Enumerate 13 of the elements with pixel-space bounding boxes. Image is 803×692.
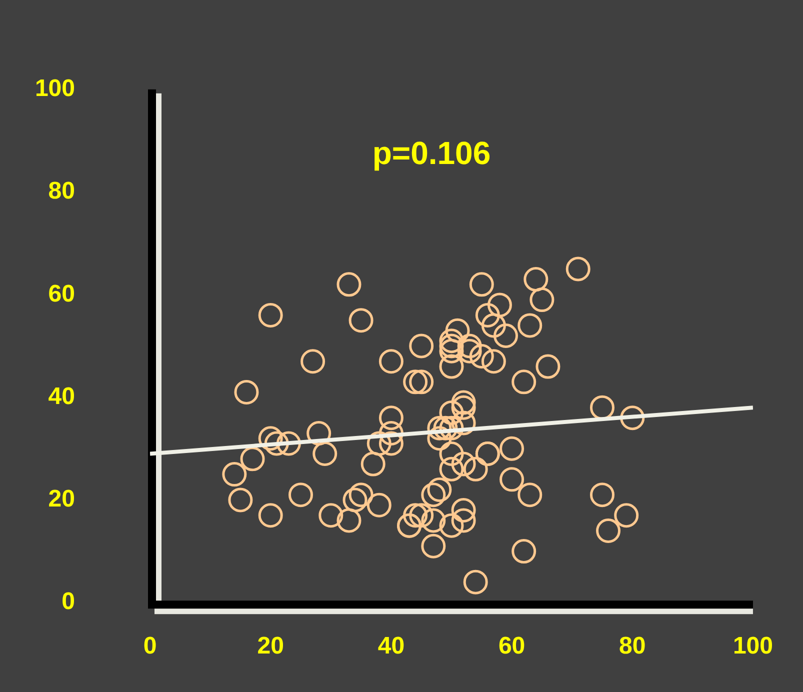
y-tick-label: 80: [48, 178, 75, 205]
x-tick-label: 100: [732, 632, 773, 660]
y-tick-label: 0: [62, 588, 75, 616]
x-tick-label: 0: [143, 632, 157, 660]
y-tick-label: 100: [34, 75, 75, 102]
x-tick-label: 40: [378, 632, 405, 660]
x-tick-label: 80: [619, 632, 646, 660]
x-tick-label: 20: [257, 632, 284, 660]
y-tick-label: 40: [48, 382, 75, 410]
y-tick-label: 60: [48, 280, 75, 308]
x-tick-label: 60: [498, 632, 526, 660]
y-tick-label: 20: [48, 486, 75, 513]
annotation: p=0.106: [372, 135, 491, 172]
